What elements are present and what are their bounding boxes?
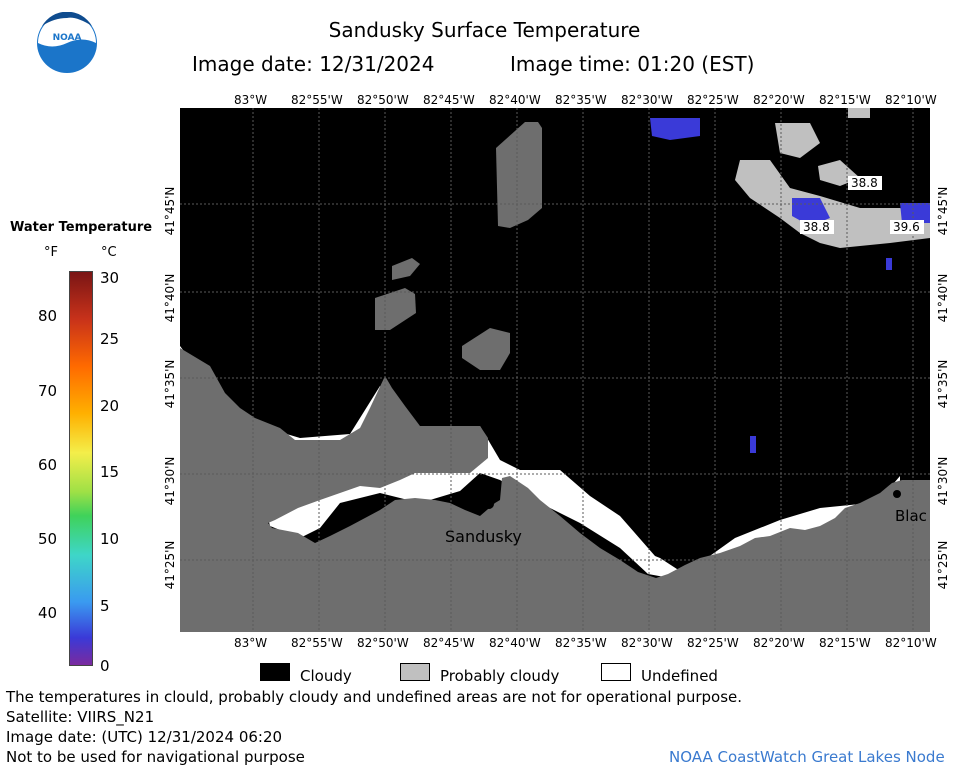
lon-label-bottom: 83°W bbox=[234, 636, 268, 650]
legend-label-undefined: Undefined bbox=[641, 667, 718, 685]
colorbar-c-tick: 20 bbox=[100, 397, 120, 415]
noaa-logo-icon: NOAA bbox=[36, 11, 98, 74]
footer-nav-warning: Not to be used for navigational purpose bbox=[6, 748, 305, 766]
lon-label-bottom: 82°25'W bbox=[687, 636, 739, 650]
lon-label-top: 82°50'W bbox=[357, 93, 409, 107]
footer-credit: NOAA CoastWatch Great Lakes Node bbox=[669, 748, 945, 766]
lon-label-top: 82°20'W bbox=[753, 93, 805, 107]
lat-label-right: 41°40'N bbox=[936, 273, 950, 323]
footer-disclaimer: The temperatures in clould, probably clo… bbox=[6, 688, 743, 706]
land-region bbox=[180, 348, 930, 632]
lon-label-top: 82°30'W bbox=[621, 93, 673, 107]
colorbar-c-tick: 25 bbox=[100, 330, 120, 348]
legend-label-cloudy: Cloudy bbox=[300, 667, 352, 685]
lon-label-top: 82°45'W bbox=[423, 93, 475, 107]
logo-text: NOAA bbox=[53, 33, 82, 43]
colorbar-f-tick: 70 bbox=[38, 382, 58, 400]
lon-label-bottom: 82°40'W bbox=[489, 636, 541, 650]
lat-label-right: 41°30'N bbox=[936, 456, 950, 506]
blac-marker bbox=[893, 490, 901, 498]
lat-label-right: 41°25'N bbox=[936, 540, 950, 590]
image-time: Image time: 01:20 (EST) bbox=[510, 52, 755, 76]
temp-label-box bbox=[848, 176, 882, 190]
lat-label-left: 41°40'N bbox=[163, 273, 177, 323]
water-temp-patch bbox=[886, 258, 892, 270]
probably-cloudy-patch bbox=[462, 328, 510, 370]
lon-label-bottom: 82°50'W bbox=[357, 636, 409, 650]
temp-label: 39.6 bbox=[893, 220, 920, 234]
map-panel: 38.8 38.8 39.6 Sandusky Blac bbox=[180, 108, 930, 632]
lat-label-right: 41°35'N bbox=[936, 359, 950, 409]
legend-swatch-probably-cloudy bbox=[400, 663, 430, 681]
temp-label: 38.8 bbox=[851, 176, 878, 190]
lon-label-top: 83°W bbox=[234, 93, 268, 107]
lon-label-bottom: 82°10'W bbox=[885, 636, 937, 650]
lat-label-left: 41°35'N bbox=[163, 359, 177, 409]
lon-label-bottom: 82°35'W bbox=[555, 636, 607, 650]
place-label-sandusky: Sandusky bbox=[445, 527, 522, 546]
page-title: Sandusky Surface Temperature bbox=[328, 18, 641, 42]
colorbar-c-tick: 30 bbox=[100, 269, 120, 287]
colorbar-title: Water Temperature bbox=[10, 220, 153, 235]
sandusky-marker bbox=[484, 499, 494, 509]
probably-cloudy-region bbox=[775, 123, 820, 158]
legend-label-probably-cloudy: Probably cloudy bbox=[440, 667, 560, 685]
map-svg: 38.8 38.8 39.6 Sandusky Blac bbox=[180, 108, 930, 632]
colorbar-unit-c: °C bbox=[101, 245, 117, 260]
lon-label-top: 82°15'W bbox=[819, 93, 871, 107]
lat-label-left: 41°45'N bbox=[163, 186, 177, 236]
temp-label-box bbox=[800, 220, 834, 234]
probably-cloudy-patch bbox=[375, 288, 416, 330]
lon-label-top: 82°55'W bbox=[291, 93, 343, 107]
lat-label-right: 41°45'N bbox=[936, 186, 950, 236]
lon-label-bottom: 82°20'W bbox=[753, 636, 805, 650]
colorbar-unit-f: °F bbox=[44, 245, 58, 260]
probably-cloudy-patch bbox=[392, 258, 420, 280]
lon-label-top: 82°35'W bbox=[555, 93, 607, 107]
lon-label-bottom: 82°45'W bbox=[423, 636, 475, 650]
colorbar-c-tick: 0 bbox=[100, 657, 110, 675]
lon-label-bottom: 82°55'W bbox=[291, 636, 343, 650]
lat-label-left: 41°30'N bbox=[163, 456, 177, 506]
lon-label-top: 82°25'W bbox=[687, 93, 739, 107]
legend-swatch-cloudy bbox=[260, 663, 290, 681]
probably-cloudy-region bbox=[848, 108, 870, 118]
colorbar-f-tick: 80 bbox=[38, 307, 58, 325]
water-temp-patch bbox=[650, 118, 700, 140]
lon-label-bottom: 82°30'W bbox=[621, 636, 673, 650]
image-date: Image date: 12/31/2024 bbox=[192, 52, 435, 76]
graticule bbox=[180, 108, 930, 632]
colorbar-f-tick: 60 bbox=[38, 456, 58, 474]
lon-label-top: 82°40'W bbox=[489, 93, 541, 107]
water-temp-patch bbox=[792, 198, 830, 226]
colorbar-f-tick: 50 bbox=[38, 530, 58, 548]
probably-cloudy-patch bbox=[496, 122, 542, 228]
colorbar-c-tick: 5 bbox=[100, 597, 110, 615]
temp-label-box bbox=[890, 220, 924, 234]
lon-label-bottom: 82°15'W bbox=[819, 636, 871, 650]
lat-label-left: 41°25'N bbox=[163, 540, 177, 590]
colorbar-c-tick: 15 bbox=[100, 463, 120, 481]
footer-utc-date: Image date: (UTC) 12/31/2024 06:20 bbox=[6, 728, 283, 746]
temp-label: 38.8 bbox=[803, 220, 830, 234]
legend-swatch-undefined bbox=[601, 663, 631, 681]
water-temp-patch bbox=[900, 203, 930, 223]
footer-satellite: Satellite: VIIRS_N21 bbox=[6, 708, 155, 726]
lon-label-top: 82°10'W bbox=[885, 93, 937, 107]
colorbar-gradient bbox=[69, 271, 93, 666]
place-label-blac: Blac bbox=[895, 507, 927, 525]
water-temp-patch bbox=[750, 436, 756, 453]
colorbar-f-tick: 40 bbox=[38, 604, 58, 622]
colorbar-c-tick: 10 bbox=[100, 530, 120, 548]
